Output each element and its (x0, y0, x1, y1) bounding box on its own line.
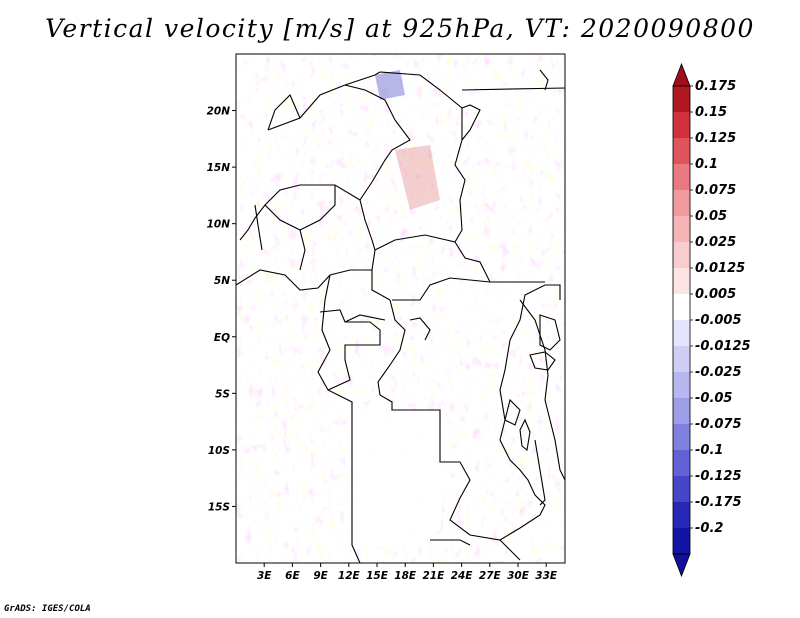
colorbar-label: 0.025 (695, 235, 736, 250)
colorbar-swatch (673, 268, 690, 294)
colorbar-label: 0.075 (695, 183, 736, 198)
lat-label: 5S (215, 388, 230, 400)
longitude-axis: 3E 6E 9E 12E 15E 18E 21E 24E 27E 30E 33E (257, 563, 558, 582)
colorbar-swatch (673, 502, 690, 528)
colorbar-label: -0.125 (695, 469, 742, 484)
country-borders (236, 69, 565, 563)
map-frame (235, 53, 566, 564)
colorbar-label: 0.05 (695, 209, 727, 224)
colorbar-label: 0.125 (695, 131, 736, 146)
lat-label: 10N (207, 219, 231, 231)
colorbar-label: -0.0125 (695, 339, 751, 354)
map-area (235, 53, 566, 564)
colorbar-label: 0.1 (695, 157, 718, 172)
colorbar-swatch (673, 372, 690, 398)
colorbar-swatch (673, 398, 690, 424)
colorbar-label: 0.175 (695, 79, 736, 94)
colorbar-label: 0.005 (695, 287, 736, 302)
lat-label: 20N (207, 106, 231, 118)
colorbar-label: -0.2 (695, 521, 723, 536)
colorbar-label: -0.025 (695, 365, 742, 380)
colorbar-swatch (673, 190, 690, 216)
colorbar-label: -0.075 (695, 417, 742, 432)
colorbar-swatch (673, 294, 690, 320)
colorbar-swatch (673, 242, 690, 268)
colorbar-label: -0.1 (695, 443, 723, 458)
map-title: Vertical velocity [m/s] at 925hPa, VT: 2… (45, 14, 755, 43)
lon-label: 33E (535, 570, 558, 582)
colorbar-swatch (673, 528, 690, 554)
colorbar-swatch (673, 346, 690, 372)
colorbar-swatch (673, 216, 690, 242)
lat-label: EQ (214, 332, 230, 344)
colorbar-swatch (673, 112, 690, 138)
colorbar-label: 0.0125 (695, 261, 745, 276)
lon-label: 21E (423, 570, 446, 582)
lon-label: 27E (479, 570, 502, 582)
lat-label: 15N (207, 162, 231, 174)
lon-label: 3E (257, 570, 272, 582)
lon-label: 30E (507, 570, 530, 582)
lat-label: 10S (208, 445, 230, 457)
colorbar: 0.175 0.15 0.125 0.1 0.075 0.05 0.025 0.0125 0.0… (672, 62, 751, 578)
quiet-regions (330, 70, 505, 545)
lon-label: 12E (338, 570, 361, 582)
colorbar-swatch (673, 86, 690, 112)
colorbar-swatch (673, 450, 690, 476)
lon-label: 24E (451, 570, 474, 582)
grads-credit: GrADS: IGES/COLA (4, 604, 91, 614)
colorbar-swatch (673, 476, 690, 502)
lon-label: 15E (366, 570, 389, 582)
colorbar-top-arrow (672, 62, 691, 87)
lon-label: 9E (313, 570, 328, 582)
colorbar-swatch (673, 164, 690, 190)
latitude-axis: 20N 15N 10N 5N EQ 5S 10S 15S (207, 106, 236, 513)
colorbar-bottom-arrow (672, 553, 691, 578)
lon-label: 18E (394, 570, 417, 582)
lat-label: 15S (208, 501, 230, 513)
colorbar-label: -0.05 (695, 391, 732, 406)
colorbar-swatch (673, 424, 690, 450)
lon-label: 6E (285, 570, 300, 582)
colorbar-label: -0.175 (695, 495, 742, 510)
lat-label: 5N (214, 275, 230, 287)
colorbar-label: 0.15 (695, 105, 727, 120)
colorbar-swatch (673, 138, 690, 164)
colorbar-swatch (673, 320, 690, 346)
colorbar-label: -0.005 (695, 313, 742, 328)
